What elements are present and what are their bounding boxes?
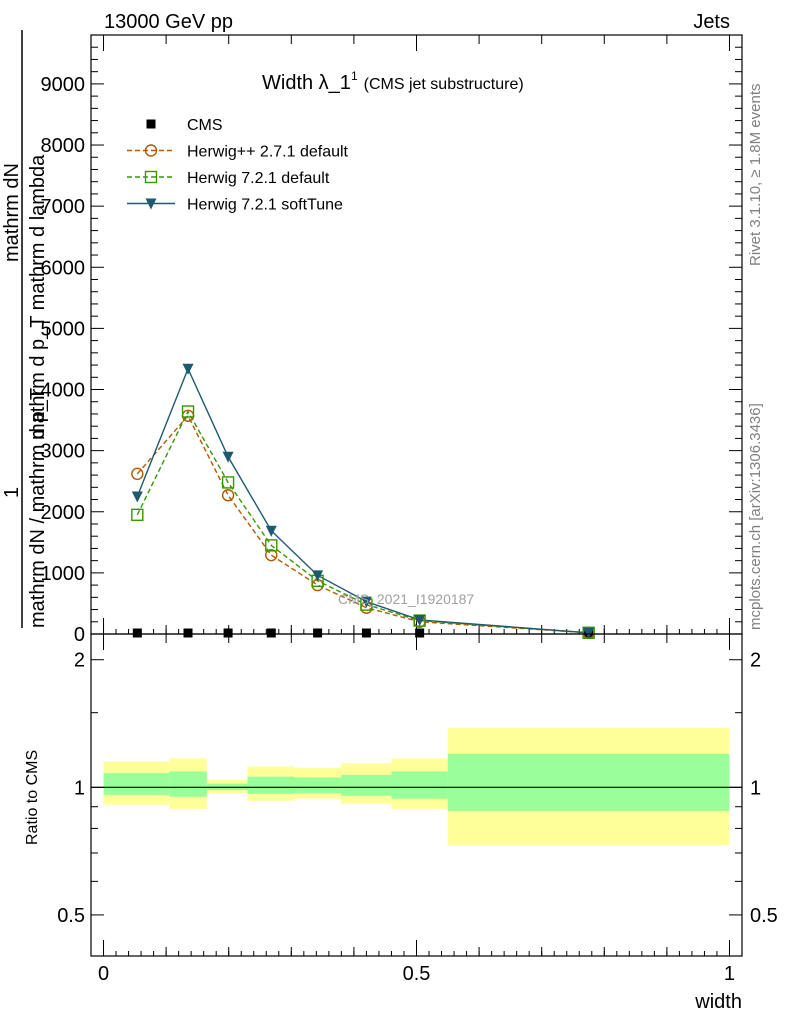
plot-title: Width λ_11 (CMS jet substructure) (262, 69, 524, 94)
legend-marker-1 (144, 144, 158, 157)
y-tick-label: 5000 (41, 318, 86, 340)
legend-label-3: Herwig 7.2.1 softTune (187, 197, 343, 214)
data-point-series-3 (182, 363, 194, 375)
ratio-uncertainty-bands (103, 728, 730, 846)
data-point-series-0 (313, 628, 323, 638)
legend-label-1: Herwig++ 2.7.1 default (187, 144, 349, 161)
data-point-series-3 (222, 451, 234, 463)
data-point-series-0 (415, 628, 425, 638)
y-label-numerator-2: mathrm d p_T mathrm d lambda (27, 154, 49, 440)
analysis-watermark: CMS_2021_I1920187 (338, 591, 474, 607)
y-tick-label: 6000 (41, 257, 86, 279)
data-point-series-0 (223, 628, 233, 638)
ratio-tick-label-left: 0.5 (57, 905, 85, 927)
data-point-series-3 (312, 570, 324, 582)
data-point-series-0 (266, 628, 276, 638)
x-tick-label: 0 (98, 963, 109, 985)
y-tick-label: 3000 (41, 441, 86, 463)
legend-marker-0 (146, 119, 156, 129)
data-point-series-3 (265, 525, 277, 537)
plot-title-superscript: 1 (351, 69, 358, 83)
ratio-band-green-7 (447, 753, 730, 811)
ratio-plot-axes: 0.5 0.5 1 1 2 2 0 0.5 1 (57, 633, 778, 985)
y-tick-label: 0 (74, 624, 85, 646)
y-label-numerator-1: mathrm dN (1, 163, 23, 262)
ratio-band-green-4 (294, 777, 342, 793)
legend-label-2: Herwig 7.2.1 default (187, 170, 330, 187)
mcplots-label: mcplots.cern.ch [arXiv:1306.3436] (747, 403, 764, 630)
x-axis-label: width (694, 991, 742, 1013)
ratio-tick-label-right: 1 (750, 777, 761, 799)
main-plot-axes: 0 1000 2000 3000 4000 5000 6000 7000 8000 9000 (41, 34, 743, 646)
ratio-tick-label-right: 0.5 (750, 905, 778, 927)
data-point-series-3 (414, 614, 426, 626)
data-point-series-3 (131, 491, 143, 503)
ratio-band-green-6 (391, 771, 448, 799)
ratio-tick-label-left: 2 (74, 650, 85, 672)
legend-label-0: CMS (187, 117, 223, 134)
legend-marker-3 (145, 198, 157, 210)
ratio-band-green-3 (247, 776, 295, 794)
legend-marker-2 (144, 170, 158, 184)
series-line-3 (136, 366, 589, 634)
y-tick-label: 2000 (41, 502, 86, 524)
y-label-fraction-one: 1 (1, 487, 23, 498)
ratio-tick-label-left: 1 (74, 777, 85, 799)
y-tick-label: 7000 (41, 196, 86, 218)
plot-subtitle: (CMS jet substructure) (364, 76, 524, 93)
main-plot-series (131, 363, 595, 639)
y-tick-label: 1000 (41, 563, 86, 585)
plot-title-main: Width λ_1 (262, 72, 351, 94)
data-point-series-2 (131, 508, 144, 522)
ratio-y-axis-label: Ratio to CMS (24, 750, 41, 845)
data-point-series-3 (360, 596, 372, 608)
series-line-1 (136, 414, 589, 634)
rivet-version-label: Rivet 3.1.10, ≥ 1.8M events (747, 84, 764, 267)
data-point-series-0 (132, 628, 142, 638)
x-tick-label: 0.5 (403, 963, 431, 985)
data-point-series-3 (583, 627, 595, 639)
data-point-series-2 (265, 539, 278, 552)
legend: CMS Herwig++ 2.7.1 default Herwig 7.2.1 de… (127, 117, 349, 214)
data-point-series-0 (361, 628, 371, 638)
y-tick-label: 4000 (41, 380, 86, 402)
data-point-series-1 (265, 548, 278, 562)
ratio-tick-label-right: 2 (750, 650, 761, 672)
main-y-axis-label: 1 mathrm dN / mathrm d p_T mathrm dN mat… (1, 30, 49, 628)
y-tick-label: 9000 (41, 74, 86, 96)
data-point-series-2 (221, 476, 235, 489)
data-point-series-2 (181, 405, 195, 418)
x-tick-label: 1 (724, 963, 735, 985)
header-category: Jets (693, 11, 730, 33)
data-point-series-1 (131, 467, 144, 481)
ratio-band-green-0 (103, 773, 170, 795)
data-point-series-0 (183, 628, 193, 638)
series-line-2 (136, 410, 589, 634)
y-tick-label: 8000 (41, 135, 86, 157)
y-label-denominator: mathrm dN / mathrm d p_T (27, 388, 49, 628)
data-point-series-1 (221, 489, 235, 502)
header-process: 13000 GeV pp (104, 11, 233, 33)
ratio-band-green-1 (169, 771, 207, 797)
ratio-band-green-5 (341, 774, 392, 796)
